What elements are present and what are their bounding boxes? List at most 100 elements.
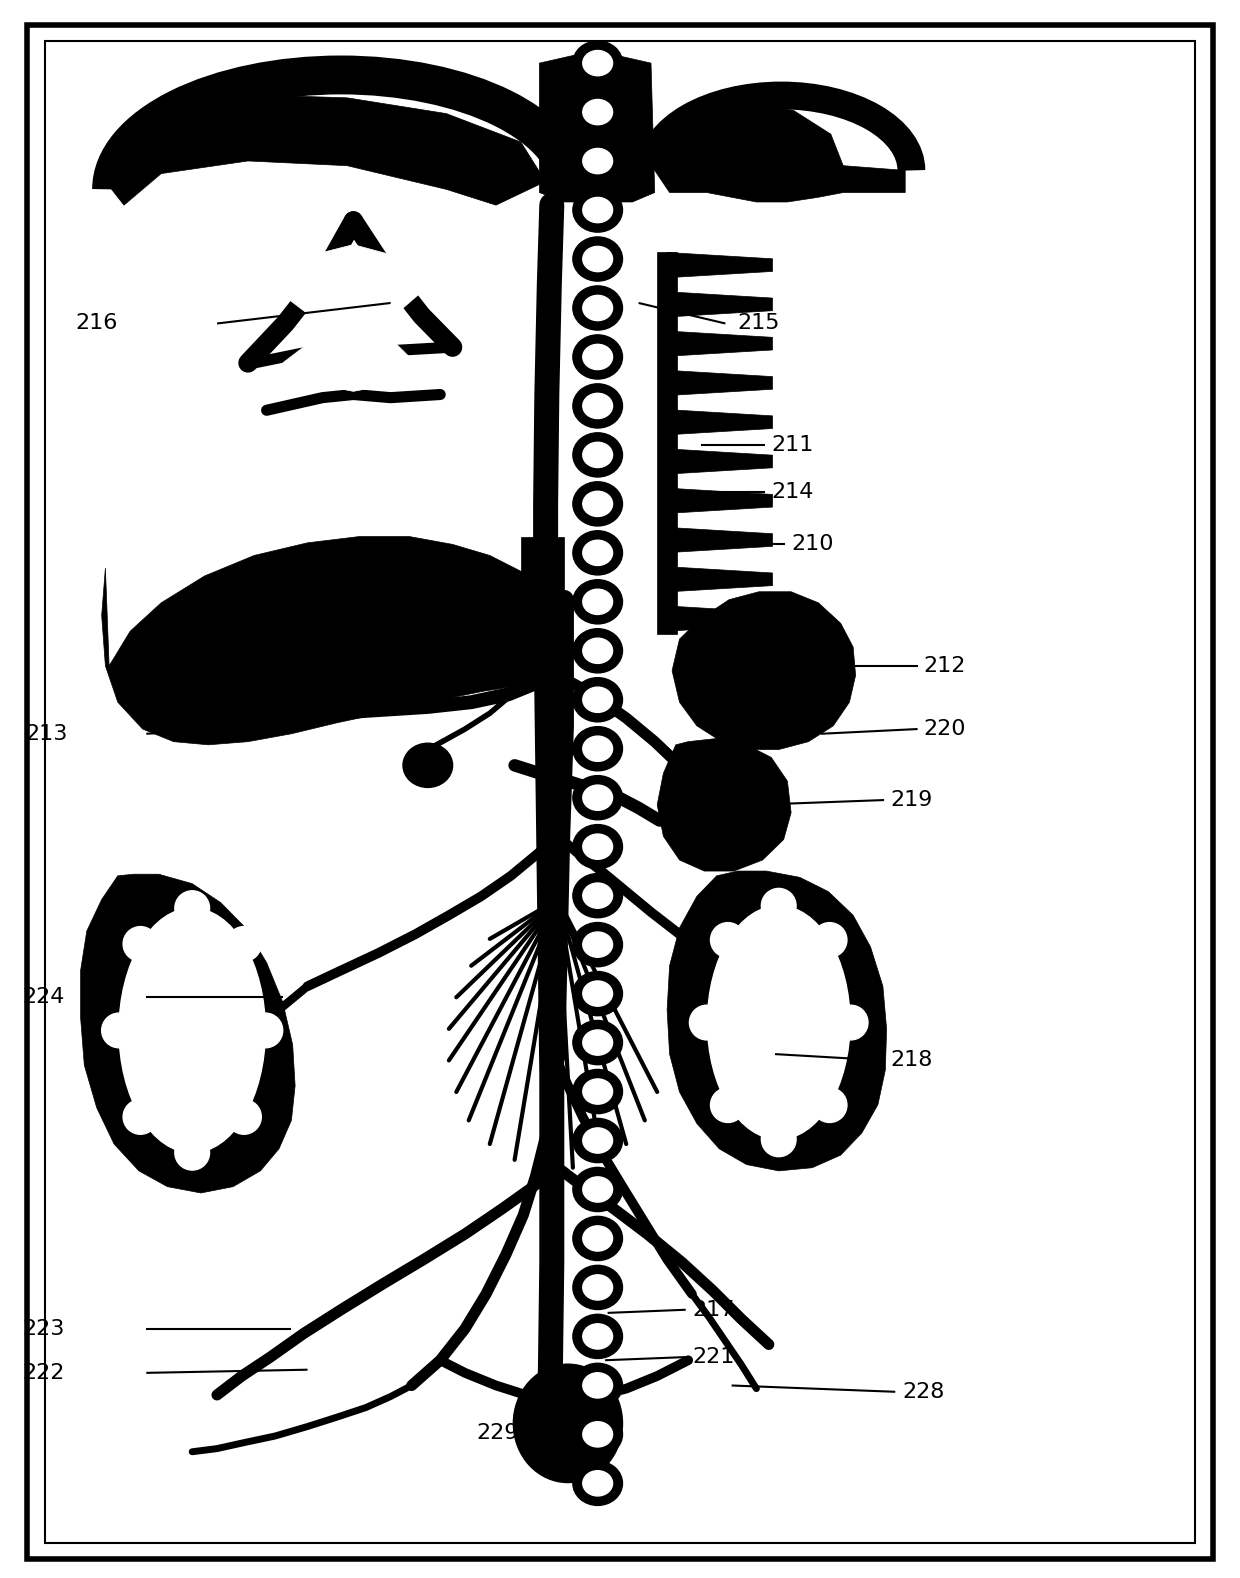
Ellipse shape bbox=[583, 884, 613, 909]
Ellipse shape bbox=[833, 1005, 868, 1040]
Ellipse shape bbox=[573, 1119, 622, 1163]
Ellipse shape bbox=[123, 1100, 157, 1135]
Polygon shape bbox=[667, 606, 773, 631]
Text: 224: 224 bbox=[22, 988, 64, 1007]
Ellipse shape bbox=[583, 982, 613, 1007]
Polygon shape bbox=[655, 101, 905, 202]
Ellipse shape bbox=[573, 41, 622, 85]
Ellipse shape bbox=[711, 923, 745, 958]
Ellipse shape bbox=[583, 1030, 613, 1056]
Ellipse shape bbox=[583, 442, 613, 467]
Ellipse shape bbox=[812, 923, 847, 958]
Polygon shape bbox=[667, 252, 773, 278]
Ellipse shape bbox=[227, 1100, 262, 1135]
Ellipse shape bbox=[761, 1122, 796, 1157]
Ellipse shape bbox=[102, 1013, 136, 1048]
Ellipse shape bbox=[583, 1226, 613, 1251]
Polygon shape bbox=[521, 537, 564, 600]
Polygon shape bbox=[539, 50, 655, 202]
Ellipse shape bbox=[175, 1136, 210, 1171]
Polygon shape bbox=[667, 488, 773, 513]
Ellipse shape bbox=[573, 1266, 622, 1310]
Polygon shape bbox=[667, 331, 773, 357]
Text: 211: 211 bbox=[771, 436, 813, 454]
Ellipse shape bbox=[573, 90, 622, 134]
Ellipse shape bbox=[583, 148, 613, 174]
Text: 228: 228 bbox=[903, 1382, 945, 1401]
Ellipse shape bbox=[573, 1363, 622, 1408]
Ellipse shape bbox=[583, 99, 613, 125]
Ellipse shape bbox=[573, 677, 622, 721]
Ellipse shape bbox=[573, 923, 622, 967]
Polygon shape bbox=[283, 328, 415, 391]
Polygon shape bbox=[112, 95, 546, 205]
Ellipse shape bbox=[583, 589, 613, 614]
Polygon shape bbox=[667, 371, 773, 396]
Ellipse shape bbox=[175, 890, 210, 925]
Ellipse shape bbox=[573, 530, 622, 574]
Ellipse shape bbox=[573, 237, 622, 281]
Text: 218: 218 bbox=[890, 1051, 932, 1070]
Polygon shape bbox=[667, 410, 773, 436]
Ellipse shape bbox=[513, 1363, 622, 1483]
Ellipse shape bbox=[573, 1070, 622, 1114]
Ellipse shape bbox=[573, 972, 622, 1016]
Ellipse shape bbox=[583, 735, 613, 761]
Ellipse shape bbox=[583, 491, 613, 516]
Ellipse shape bbox=[583, 344, 613, 369]
Ellipse shape bbox=[573, 1217, 622, 1261]
Ellipse shape bbox=[573, 776, 622, 821]
Ellipse shape bbox=[583, 786, 613, 811]
Ellipse shape bbox=[583, 835, 613, 860]
Text: 223: 223 bbox=[22, 1319, 64, 1338]
Polygon shape bbox=[667, 448, 773, 473]
Polygon shape bbox=[667, 871, 887, 1171]
Polygon shape bbox=[102, 537, 573, 745]
Text: 210: 210 bbox=[791, 535, 833, 554]
Ellipse shape bbox=[711, 1087, 745, 1122]
Ellipse shape bbox=[573, 286, 622, 330]
Ellipse shape bbox=[583, 933, 613, 958]
Ellipse shape bbox=[583, 1275, 613, 1300]
Ellipse shape bbox=[403, 743, 453, 787]
Text: 220: 220 bbox=[924, 720, 966, 739]
Ellipse shape bbox=[227, 926, 262, 961]
Polygon shape bbox=[657, 739, 791, 871]
Ellipse shape bbox=[573, 432, 622, 477]
Ellipse shape bbox=[573, 1461, 622, 1505]
Ellipse shape bbox=[573, 1168, 622, 1212]
Ellipse shape bbox=[573, 188, 622, 232]
Ellipse shape bbox=[583, 50, 613, 76]
Ellipse shape bbox=[583, 197, 613, 222]
Text: 221: 221 bbox=[692, 1348, 734, 1367]
Polygon shape bbox=[570, 55, 625, 1486]
Text: 213: 213 bbox=[26, 724, 68, 743]
Ellipse shape bbox=[573, 1412, 622, 1456]
Ellipse shape bbox=[707, 906, 851, 1139]
Ellipse shape bbox=[812, 1087, 847, 1122]
Text: 216: 216 bbox=[76, 314, 118, 333]
Polygon shape bbox=[667, 292, 773, 317]
Text: 217: 217 bbox=[692, 1300, 734, 1319]
Text: 229: 229 bbox=[476, 1423, 518, 1442]
Ellipse shape bbox=[573, 139, 622, 183]
Polygon shape bbox=[667, 527, 773, 552]
Ellipse shape bbox=[123, 926, 157, 961]
Ellipse shape bbox=[573, 1021, 622, 1065]
Ellipse shape bbox=[573, 383, 622, 428]
Polygon shape bbox=[672, 592, 856, 750]
Text: 214: 214 bbox=[771, 483, 813, 502]
Polygon shape bbox=[279, 245, 422, 323]
Ellipse shape bbox=[573, 825, 622, 869]
Polygon shape bbox=[657, 252, 677, 634]
Ellipse shape bbox=[573, 1314, 622, 1359]
Polygon shape bbox=[81, 874, 295, 1193]
Ellipse shape bbox=[248, 1013, 283, 1048]
Text: 212: 212 bbox=[924, 656, 966, 675]
Ellipse shape bbox=[573, 481, 622, 525]
Ellipse shape bbox=[583, 1471, 613, 1496]
Ellipse shape bbox=[583, 393, 613, 418]
Text: 215: 215 bbox=[738, 314, 780, 333]
Ellipse shape bbox=[761, 888, 796, 923]
Ellipse shape bbox=[573, 726, 622, 770]
